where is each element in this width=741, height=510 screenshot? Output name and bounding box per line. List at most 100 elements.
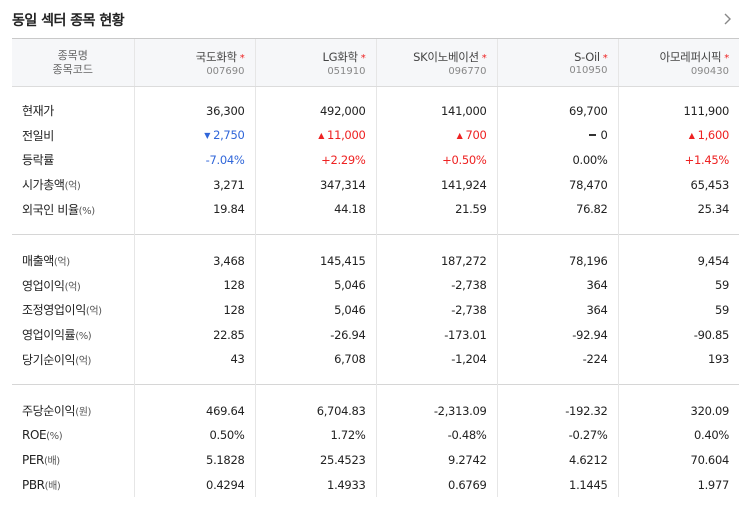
value-cell: ▲ 700 bbox=[375, 123, 497, 148]
star-marker: * bbox=[481, 52, 487, 64]
value-cell: 187,272 bbox=[375, 248, 497, 274]
value-cell: +2.29% bbox=[254, 147, 376, 173]
value-cell: 0.00% bbox=[496, 147, 618, 173]
table-row-foreign-ratio: 외국인 비율(%) 19.84 44.18 21.59 76.82 25.34 bbox=[12, 196, 739, 222]
value-cell: 1.72% bbox=[254, 423, 376, 448]
row-label: 시가총액(억) bbox=[22, 178, 81, 193]
value-cell: 65,453 bbox=[617, 172, 739, 197]
value-cell: 469.64 bbox=[133, 398, 255, 424]
value-cell: 128 bbox=[133, 273, 255, 298]
stock-code: 010950 bbox=[569, 64, 608, 76]
value-cell: 320.09 bbox=[617, 398, 739, 424]
value-cell: 3,468 bbox=[133, 248, 255, 274]
header-label-cell: 종목명 종목코드 bbox=[12, 38, 134, 87]
label-stock-name: 종목명 bbox=[57, 48, 88, 62]
star-marker: * bbox=[360, 52, 366, 64]
unchanged-dash-icon bbox=[589, 134, 597, 137]
value-cell: -224 bbox=[496, 346, 618, 372]
value-cell: -2,313.09 bbox=[375, 398, 497, 424]
value-cell: 36,300 bbox=[133, 98, 255, 124]
value-cell: 141,000 bbox=[375, 98, 497, 124]
value-cell: 5,046 bbox=[254, 273, 376, 298]
row-label: 외국인 비율(%) bbox=[22, 202, 95, 217]
stock-name-link[interactable]: 국도화학 bbox=[195, 49, 237, 64]
section-title: 동일 섹터 종목 현황 bbox=[12, 13, 125, 29]
group-divider bbox=[12, 383, 739, 386]
value-cell: 1.4933 bbox=[254, 472, 376, 497]
table-row-operating-margin: 영업이익률(%) 22.85 -26.94 -173.01 -92.94 -90… bbox=[12, 322, 739, 347]
stock-name-link[interactable]: S-Oil bbox=[574, 49, 600, 64]
section-header: 동일 섹터 종목 현황 bbox=[12, 0, 739, 38]
stock-header: 아모레퍼시픽 * 090430 bbox=[617, 38, 739, 87]
table-row-rate: 등락률 -7.04% +2.29% +0.50% 0.00% +1.45% bbox=[12, 147, 739, 173]
star-marker: * bbox=[239, 52, 245, 64]
value-cell: 25.34 bbox=[617, 196, 739, 222]
table-row-sales: 매출액(억) 3,468 145,415 187,272 78,196 9,45… bbox=[12, 248, 739, 274]
value-cell: 19.84 bbox=[133, 196, 255, 222]
stock-name-link[interactable]: 아모레퍼시픽 bbox=[659, 49, 722, 64]
row-label: ROE(%) bbox=[22, 428, 63, 443]
value-cell: -1,204 bbox=[375, 346, 497, 372]
row-label: 주당순이익(원) bbox=[22, 404, 92, 419]
value-cell: +0.50% bbox=[375, 147, 497, 173]
value-cell: 1.977 bbox=[617, 472, 739, 497]
triangle-up-icon: ▲ bbox=[318, 131, 325, 141]
value-cell: -90.85 bbox=[617, 322, 739, 347]
value-cell: -92.94 bbox=[496, 322, 618, 347]
value-cell: -2,738 bbox=[375, 273, 497, 298]
row-label: PBR(배) bbox=[22, 478, 61, 493]
group-divider bbox=[12, 233, 739, 236]
value-cell: 145,415 bbox=[254, 248, 376, 274]
value-cell: 128 bbox=[133, 297, 255, 323]
value-cell: 69,700 bbox=[496, 98, 618, 124]
stock-header: SK이노베이션 * 096770 bbox=[375, 38, 497, 87]
table-row-eps: 주당순이익(원) 469.64 6,704.83 -2,313.09 -192.… bbox=[12, 398, 739, 424]
row-label: 영업이익(억) bbox=[22, 278, 81, 293]
spacer-row bbox=[12, 385, 739, 399]
value-cell: 6,708 bbox=[254, 346, 376, 372]
value-cell: 76.82 bbox=[496, 196, 618, 222]
stock-name-link[interactable]: SK이노베이션 bbox=[413, 49, 479, 64]
triangle-up-icon: ▲ bbox=[456, 131, 463, 141]
table-header-row: 종목명 종목코드 국도화학 * 007690 LG화학 * 051910 SK이노베… bbox=[12, 38, 739, 87]
value-cell: 70.604 bbox=[617, 447, 739, 473]
value-cell: -192.32 bbox=[496, 398, 618, 424]
star-marker: * bbox=[602, 52, 608, 64]
value-cell: 141,924 bbox=[375, 172, 497, 197]
table-row-net-income: 당기순이익(억) 43 6,708 -1,204 -224 193 bbox=[12, 346, 739, 372]
value-cell: 44.18 bbox=[254, 196, 376, 222]
row-label: PER(배) bbox=[22, 453, 60, 468]
value-cell: 193 bbox=[617, 346, 739, 372]
value-cell: 111,900 bbox=[617, 98, 739, 124]
spacer-row bbox=[12, 371, 739, 385]
triangle-up-icon: ▲ bbox=[688, 131, 695, 141]
sector-comparison-table: 종목명 종목코드 국도화학 * 007690 LG화학 * 051910 SK이노베… bbox=[12, 38, 739, 497]
value-cell: 25.4523 bbox=[254, 447, 376, 473]
triangle-down-icon: ▼ bbox=[204, 131, 211, 141]
value-cell: 9.2742 bbox=[375, 447, 497, 473]
stock-header: LG화학 * 051910 bbox=[254, 38, 376, 87]
stock-code: 096770 bbox=[448, 65, 487, 77]
value-cell: 0 bbox=[496, 123, 618, 148]
value-cell: 22.85 bbox=[133, 322, 255, 347]
value-cell: 4.6212 bbox=[496, 447, 618, 473]
stock-code: 051910 bbox=[327, 65, 366, 77]
value-cell: 364 bbox=[496, 273, 618, 298]
value-cell: -7.04% bbox=[133, 147, 255, 173]
value-cell: 0.40% bbox=[617, 423, 739, 448]
row-label: 당기순이익(억) bbox=[22, 352, 92, 367]
value-cell: -2,738 bbox=[375, 297, 497, 323]
value-cell: 9,454 bbox=[617, 248, 739, 274]
row-label: 전일비 bbox=[22, 128, 54, 143]
value-cell: 59 bbox=[617, 297, 739, 323]
stock-header: 국도화학 * 007690 bbox=[133, 38, 255, 87]
stock-name-link[interactable]: LG화학 bbox=[322, 49, 359, 64]
table-row-operating-profit: 영업이익(억) 128 5,046 -2,738 364 59 bbox=[12, 273, 739, 298]
stock-header: S-Oil * 010950 bbox=[496, 38, 618, 87]
table-row-pbr: PBR(배) 0.4294 1.4933 0.6769 1.1445 1.977 bbox=[12, 472, 739, 497]
row-label: 조정영업이익(억) bbox=[22, 303, 102, 318]
value-cell: 21.59 bbox=[375, 196, 497, 222]
value-cell: 0.4294 bbox=[133, 472, 255, 497]
value-cell: 364 bbox=[496, 297, 618, 323]
chevron-right-icon[interactable] bbox=[719, 8, 737, 30]
